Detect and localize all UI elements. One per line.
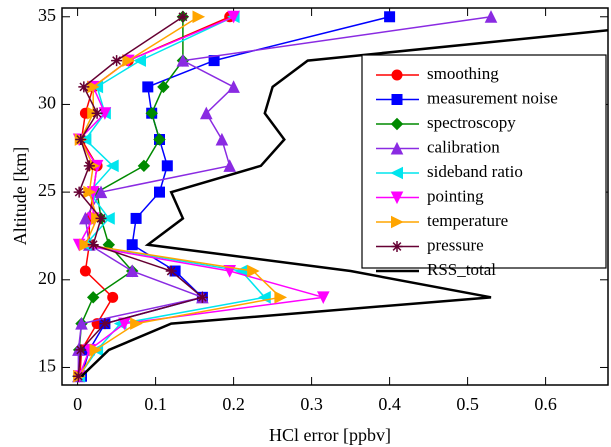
marker — [79, 265, 91, 277]
marker — [130, 317, 143, 330]
marker — [157, 80, 170, 94]
marker — [73, 186, 85, 198]
marker — [122, 54, 135, 67]
marker — [391, 94, 403, 105]
legend-label: pointing — [427, 186, 484, 205]
marker — [176, 53, 190, 67]
marker — [154, 186, 165, 198]
legend-label: calibration — [427, 137, 500, 156]
series-line — [78, 16, 282, 377]
legend-box — [361, 54, 607, 269]
y-tick-label: 25 — [38, 180, 56, 200]
marker — [223, 159, 237, 172]
legend-label: sideband ratio — [427, 162, 523, 181]
marker — [133, 54, 146, 67]
marker — [153, 133, 166, 146]
marker — [177, 11, 189, 23]
marker — [390, 141, 404, 155]
marker — [107, 291, 119, 303]
marker — [165, 265, 177, 277]
marker — [126, 239, 138, 251]
marker — [75, 344, 87, 356]
marker — [72, 370, 84, 382]
marker — [137, 159, 151, 173]
marker — [199, 106, 213, 120]
marker — [106, 159, 119, 173]
plot-area — [72, 10, 608, 383]
marker — [384, 11, 396, 23]
x-axis-label: HCl error [ppbv] — [269, 425, 391, 445]
marker — [99, 318, 111, 330]
marker — [247, 264, 260, 278]
marker — [78, 81, 90, 93]
marker — [145, 107, 158, 120]
marker — [102, 212, 115, 225]
marker — [391, 215, 404, 229]
marker — [87, 239, 99, 251]
marker — [86, 291, 100, 304]
marker — [125, 264, 139, 278]
series-line — [78, 16, 267, 377]
marker — [91, 107, 103, 119]
x-tick-label: 0.3 — [300, 394, 323, 414]
marker — [111, 55, 123, 67]
y-tick-label: 30 — [38, 93, 56, 113]
marker — [94, 185, 108, 199]
marker — [484, 10, 498, 23]
legend-label: spectroscopy — [427, 113, 516, 132]
marker — [95, 212, 107, 224]
series-line — [77, 16, 204, 377]
marker — [208, 55, 220, 67]
marker — [79, 238, 93, 252]
marker — [130, 212, 142, 224]
x-tick-label: 0 — [73, 394, 82, 414]
marker — [192, 10, 206, 24]
marker — [316, 291, 330, 304]
marker — [161, 160, 173, 172]
x-tick-label: 0.1 — [144, 394, 167, 414]
legend-label: smoothing — [427, 64, 499, 83]
series-line — [80, 28, 608, 378]
y-axis-label: Altitude [km] — [10, 147, 30, 245]
marker — [390, 166, 403, 180]
y-tick-label: 35 — [38, 5, 56, 25]
legend-label: RSS_total — [427, 260, 496, 279]
marker — [75, 134, 87, 146]
marker — [142, 81, 154, 93]
marker — [227, 80, 240, 93]
legend-label: temperature — [427, 211, 508, 230]
y-tick-label: 15 — [38, 356, 56, 376]
legend-label: pressure — [427, 235, 484, 254]
marker — [274, 291, 288, 304]
marker — [390, 117, 404, 131]
plot-frame — [61, 7, 609, 386]
marker — [196, 291, 208, 303]
x-tick-label: 0.4 — [378, 394, 401, 414]
marker — [215, 132, 229, 146]
x-tick-label: 0.6 — [534, 394, 557, 414]
marker — [227, 10, 240, 24]
marker — [391, 69, 403, 81]
x-tick-label: 0.2 — [222, 394, 245, 414]
marker — [390, 191, 404, 205]
marker — [75, 317, 88, 330]
marker — [83, 160, 95, 172]
legend: smoothing measurement noise spectroscopy ca… — [361, 54, 607, 279]
legend-label: measurement noise — [427, 88, 558, 107]
marker — [391, 241, 403, 252]
marker — [89, 343, 103, 357]
x-tick-label: 0.5 — [456, 394, 479, 414]
y-tick-label: 20 — [38, 268, 56, 288]
marker — [79, 211, 92, 225]
